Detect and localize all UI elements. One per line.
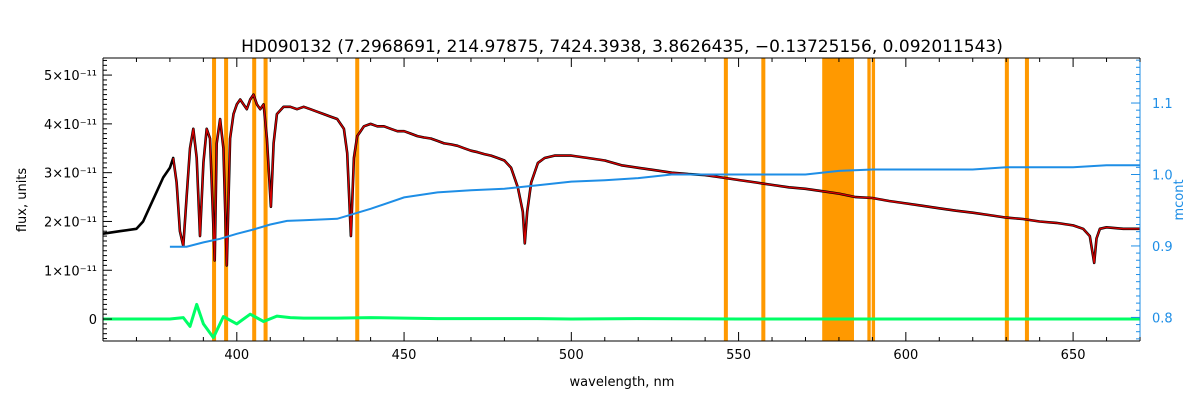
y2-tick-label: 1.0 <box>1152 168 1173 183</box>
masked-region-9 <box>871 58 876 341</box>
y-axis-label: flux, units <box>15 168 30 233</box>
x-tick-label: 600 <box>893 348 918 363</box>
masked-region-6 <box>761 58 766 341</box>
continuum-line <box>169 164 1140 248</box>
x-axis-label: wavelength, nm <box>570 375 675 390</box>
masked-region-3 <box>263 58 268 341</box>
masked-region-10 <box>1004 58 1009 341</box>
masked-region-4 <box>355 58 360 341</box>
masked-region-0 <box>212 58 217 341</box>
masked-region-11 <box>1024 58 1029 341</box>
x-tick-label: 400 <box>224 348 249 363</box>
y2-axis-label: mcont <box>1172 179 1187 220</box>
masked-region-8 <box>867 58 871 341</box>
y2-tick-label: 0.8 <box>1152 311 1173 326</box>
y-tick-label: 0 <box>89 313 97 328</box>
y-tick-label: 2×10⁻¹¹ <box>44 215 97 230</box>
model-spectrum-line <box>172 93 1140 267</box>
chart-title: HD090132 (7.2968691, 214.97875, 7424.393… <box>241 37 1003 57</box>
x-tick-label: 650 <box>1061 348 1086 363</box>
y-tick-label: 5×10⁻¹¹ <box>44 69 97 84</box>
y2-tick-label: 1.1 <box>1152 97 1173 112</box>
y-tick-label: 4×10⁻¹¹ <box>44 118 97 133</box>
masked-region-2 <box>252 58 257 341</box>
masked-region-5 <box>723 58 728 341</box>
y2-tick-label: 0.9 <box>1152 240 1173 255</box>
y-tick-label: 1×10⁻¹¹ <box>44 264 97 279</box>
x-tick-label: 450 <box>392 348 417 363</box>
plot-area: 400 450 500 550 600 650 0 1×10⁻¹¹ 2×10⁻¹¹ 3×10⁻¹¹… <box>44 57 1173 363</box>
masked-region-7 <box>822 58 854 341</box>
x-tick-label: 550 <box>726 348 751 363</box>
x-tick-label: 500 <box>559 348 584 363</box>
residual-line <box>103 302 1140 340</box>
y-tick-label: 3×10⁻¹¹ <box>44 167 97 182</box>
